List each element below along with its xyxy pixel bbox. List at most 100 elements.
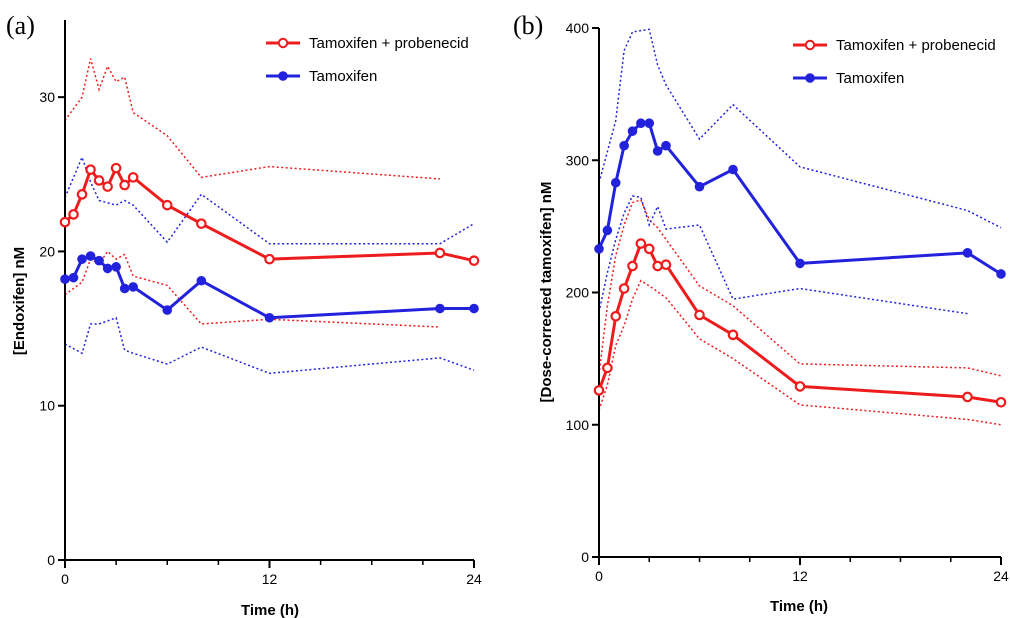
data-point (660, 259, 672, 271)
y-tick-label: 400 (566, 20, 590, 36)
y-tick-label: 300 (566, 152, 590, 168)
upper-band-line (598, 199, 1002, 377)
panel-a-error-bands (64, 58, 475, 375)
data-point (127, 172, 139, 183)
legend-item-tamoxifen: Tamoxifen (266, 68, 377, 85)
data-point (93, 175, 105, 186)
data-point (102, 263, 113, 274)
legend-marker (805, 73, 815, 83)
data-point (602, 362, 613, 374)
legend-item-tamoxifen-probenecid: Tamoxifen + probenecid (266, 35, 469, 52)
data-point (618, 283, 630, 294)
data-point (77, 254, 87, 264)
x-tick-label: 12 (262, 571, 278, 587)
panel-b-x-axis-title: Time (h) (770, 598, 828, 615)
legend-label: Tamoxifen (836, 70, 904, 87)
panel-a-y-axis-title: [Endoxifen] nM (11, 247, 28, 355)
data-point (161, 199, 173, 211)
data-point (727, 329, 739, 341)
panel-a: (a) 0 10 20 30 0 12 24 Time (h) [Endoxifen] nM… (6, 11, 482, 618)
legend-label: Tamoxifen + probenecid (309, 35, 469, 52)
data-point (85, 164, 96, 175)
data-point (644, 118, 655, 129)
lower-band-line (598, 195, 968, 315)
lower-band-line (64, 316, 475, 375)
panel-a-axes: 0 10 20 30 0 12 24 (39, 20, 482, 587)
data-point (59, 216, 71, 228)
lower-band-line (598, 279, 1002, 426)
data-point (111, 262, 121, 272)
data-point (627, 126, 638, 136)
data-point (610, 311, 622, 322)
upper-band-line (64, 58, 440, 180)
y-tick-label: 20 (39, 243, 55, 259)
data-point (593, 385, 605, 396)
panel-b-axes: 0 100 200 300 400 0 12 24 (566, 20, 1009, 584)
panel-b-y-axis-title: [Dose-corrected tamoxifen] nM (538, 182, 555, 403)
data-point (60, 274, 70, 285)
data-point (119, 283, 130, 294)
data-point (962, 248, 973, 258)
y-tick-label: 30 (39, 89, 55, 105)
x-tick-label: 0 (61, 571, 69, 587)
data-point (128, 282, 138, 292)
data-point (110, 162, 122, 174)
panel-b-label: (b) (513, 11, 543, 40)
y-tick-label: 10 (39, 398, 55, 414)
data-point (619, 140, 629, 151)
data-point (996, 269, 1006, 279)
panel-b-error-bands (598, 28, 1002, 426)
data-point (995, 396, 1007, 408)
legend-marker (278, 71, 288, 81)
data-point (434, 247, 446, 259)
legend-item-tamoxifen-probenecid: Tamoxifen + probenecid (793, 37, 996, 54)
y-tick-label: 0 (47, 552, 55, 568)
legend-marker (804, 39, 816, 51)
data-point (795, 258, 805, 269)
data-point (102, 181, 113, 192)
x-tick-label: 12 (792, 568, 808, 584)
data-point (661, 140, 671, 151)
data-point (794, 381, 806, 392)
data-point (85, 251, 96, 261)
data-point (119, 179, 130, 191)
data-point (610, 177, 621, 188)
y-tick-label: 100 (566, 417, 590, 433)
data-point (76, 189, 88, 200)
data-point (694, 309, 705, 321)
panel-b-series (593, 118, 1007, 408)
data-point (627, 260, 638, 272)
data-point (694, 181, 705, 192)
data-point (435, 303, 445, 314)
data-point (469, 303, 479, 314)
series-line (597, 121, 1002, 276)
panel-a-label: (a) (6, 11, 35, 40)
data-point (728, 164, 738, 175)
legend-label: Tamoxifen (309, 68, 377, 85)
data-point (196, 218, 207, 229)
data-point (264, 312, 275, 323)
panel-b-legend: Tamoxifen + probenecid Tamoxifen (793, 37, 996, 87)
lower-band-line (64, 250, 440, 328)
legend-label: Tamoxifen + probenecid (836, 37, 996, 54)
data-point (264, 253, 275, 265)
panel-b: (b) 0 100 200 300 400 0 12 24 Time (h) [Dose-co… (513, 11, 1009, 615)
data-point (636, 118, 646, 129)
data-point (68, 272, 79, 283)
data-point (196, 275, 207, 286)
data-point (162, 305, 173, 315)
x-tick-label: 0 (595, 568, 603, 584)
legend-marker (277, 37, 289, 49)
upper-band-line (64, 155, 475, 245)
x-tick-label: 24 (466, 571, 482, 587)
data-point (643, 243, 655, 255)
data-point (652, 260, 663, 272)
data-point (594, 244, 604, 254)
panel-a-x-axis-title: Time (h) (241, 602, 299, 618)
data-point (962, 391, 973, 403)
data-point (94, 255, 104, 266)
data-point (652, 146, 663, 156)
x-tick-label: 24 (993, 568, 1009, 584)
legend-item-tamoxifen: Tamoxifen (793, 70, 904, 87)
